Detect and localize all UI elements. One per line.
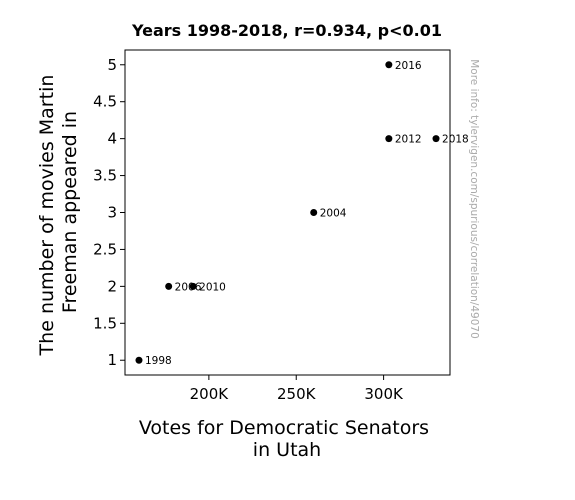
x-tick-label: 200K bbox=[190, 385, 230, 403]
data-point-label: 2012 bbox=[395, 134, 422, 146]
data-point-label: 2004 bbox=[320, 208, 347, 220]
data-point-label: 2018 bbox=[442, 134, 469, 146]
plot-area bbox=[124, 49, 451, 376]
y-tick-label: 3.5 bbox=[93, 167, 117, 185]
x-axis-label: Votes for Democratic Senators in Utah bbox=[139, 417, 435, 461]
y-tick-label: 2.5 bbox=[93, 240, 117, 258]
data-point-label: 1998 bbox=[145, 355, 172, 367]
data-point-2016 bbox=[385, 61, 393, 69]
y-tick-label: 1 bbox=[107, 351, 117, 369]
x-axis: 200K 250K 300K bbox=[190, 375, 404, 403]
y-tick-label: 4 bbox=[107, 130, 117, 148]
y-tick-label: 4.5 bbox=[93, 93, 117, 111]
data-point-2010 bbox=[189, 282, 197, 290]
y-tick-label: 3 bbox=[107, 204, 117, 222]
data-point-label: 2016 bbox=[395, 60, 422, 72]
chart-title: Years 1998-2018, r=0.934, p<0.01 bbox=[131, 21, 442, 40]
data-point-1998 bbox=[135, 356, 143, 364]
y-tick-label: 5 bbox=[107, 56, 117, 74]
data-point-label: 2010 bbox=[199, 281, 226, 293]
x-tick-label: 250K bbox=[277, 385, 317, 403]
data-point-2018 bbox=[432, 135, 440, 143]
data-point-2004 bbox=[310, 209, 318, 216]
data-point-2006 bbox=[165, 282, 173, 290]
y-axis-label: The number of movies Martin Freeman appe… bbox=[36, 69, 81, 357]
x-axis-label-line-2: in Utah bbox=[253, 439, 321, 461]
source-watermark: More info: tylervigen.com/spurious/corre… bbox=[468, 59, 480, 339]
y-tick-label: 1.5 bbox=[93, 314, 117, 332]
x-axis-label-line-1: Votes for Democratic Senators bbox=[139, 417, 429, 439]
y-axis-label-line-1: The number of movies Martin bbox=[36, 75, 58, 357]
x-tick-label: 300K bbox=[364, 385, 404, 403]
data-point-label: 2006 bbox=[175, 281, 202, 293]
data-point-2012 bbox=[385, 135, 393, 143]
y-axis: 1 1.5 2 2.5 3 3.5 4 4.5 5 bbox=[93, 56, 125, 369]
y-tick-label: 2 bbox=[107, 277, 117, 295]
y-axis-label-line-2: Freeman appeared in bbox=[59, 111, 81, 313]
